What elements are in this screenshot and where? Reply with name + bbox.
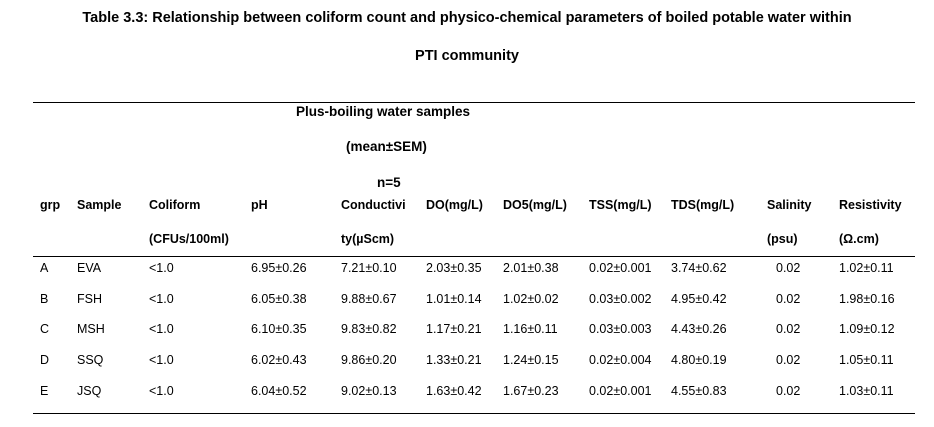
table-cell: 1.17±0.21 (426, 322, 482, 336)
subheader-mean-sem: (mean±SEM) (346, 139, 427, 154)
table-cell: 6.04±0.52 (251, 384, 307, 398)
column-header: Resistivity (839, 198, 902, 212)
column-header: Conductivi (341, 198, 406, 212)
table-cell: 1.09±0.12 (839, 322, 895, 336)
table-cell: 1.33±0.21 (426, 353, 482, 367)
table-cell: <1.0 (149, 292, 174, 306)
table-cell: 6.02±0.43 (251, 353, 307, 367)
table-cell: E (40, 384, 49, 398)
table-cell: A (40, 261, 49, 275)
table-cell: MSH (77, 322, 105, 336)
table-cell: 0.02±0.001 (589, 261, 652, 275)
table-cell: 1.05±0.11 (839, 353, 894, 367)
table-cell: 6.05±0.38 (251, 292, 307, 306)
column-header: DO5(mg/L) (503, 198, 567, 212)
table-cell: <1.0 (149, 261, 174, 275)
table-cell: 0.02 (776, 353, 801, 367)
table-cell: 0.03±0.003 (589, 322, 652, 336)
column-header: pH (251, 198, 268, 212)
subheader-samples: Plus-boiling water samples (296, 104, 471, 119)
table-cell: 9.02±0.13 (341, 384, 397, 398)
column-header-unit: (psu) (767, 232, 798, 246)
table-cell: 9.83±0.82 (341, 322, 397, 336)
column-header: grp (40, 198, 61, 212)
table-cell: 9.88±0.67 (341, 292, 397, 306)
table-cell: <1.0 (149, 322, 174, 336)
column-header-unit: ty(µScm) (341, 232, 395, 246)
table-cell: 6.10±0.35 (251, 322, 307, 336)
bottom-rule (33, 413, 915, 414)
table-cell: 1.01±0.14 (426, 292, 482, 306)
table-cell: <1.0 (149, 384, 174, 398)
table-cell: 4.43±0.26 (671, 322, 727, 336)
table-cell: 0.02 (776, 384, 801, 398)
table-cell: B (40, 292, 49, 306)
header-rule (33, 256, 915, 257)
table-cell: 3.74±0.62 (671, 261, 727, 275)
column-header: DO(mg/L) (426, 198, 483, 212)
table-cell: 6.95±0.26 (251, 261, 307, 275)
table-cell: 0.02 (776, 322, 801, 336)
table-cell: 2.03±0.35 (426, 261, 482, 275)
table-cell: 0.03±0.002 (589, 292, 652, 306)
table-cell: <1.0 (149, 353, 174, 367)
table-cell: SSQ (77, 353, 104, 367)
table-cell: JSQ (77, 384, 102, 398)
column-header-unit: (CFUs/100ml) (149, 232, 229, 246)
table-cell: 1.02±0.11 (839, 261, 894, 275)
table-cell: C (40, 322, 50, 336)
column-header: Coliform (149, 198, 201, 212)
column-header: Salinity (767, 198, 812, 212)
table-cell: 0.02±0.004 (589, 353, 652, 367)
column-header-unit: (Ω.cm) (839, 232, 879, 246)
table-cell: FSH (77, 292, 102, 306)
table-cell: 4.95±0.42 (671, 292, 727, 306)
subheader-n: n=5 (377, 175, 401, 190)
table-cell: 4.55±0.83 (671, 384, 727, 398)
column-header: Sample (77, 198, 122, 212)
table-cell: 1.63±0.42 (426, 384, 482, 398)
table-cell: 1.02±0.02 (503, 292, 559, 306)
table-cell: 1.98±0.16 (839, 292, 895, 306)
table-cell: 0.02 (776, 292, 801, 306)
column-header: TSS(mg/L) (589, 198, 652, 212)
top-rule (33, 102, 915, 103)
table-cell: 1.03±0.11 (839, 384, 894, 398)
table-cell: 1.16±0.11 (503, 322, 558, 336)
table-title-line-2: PTI community (415, 48, 519, 64)
table-cell: 0.02 (776, 261, 801, 275)
table-cell: EVA (77, 261, 102, 275)
table-cell: 7.21±0.10 (341, 261, 397, 275)
column-header: TDS(mg/L) (671, 198, 735, 212)
table-cell: 9.86±0.20 (341, 353, 397, 367)
table-cell: 1.67±0.23 (503, 384, 559, 398)
table-cell: D (40, 353, 50, 367)
table-cell: 0.02±0.001 (589, 384, 652, 398)
table-cell: 4.80±0.19 (671, 353, 727, 367)
table-title-line-1: Table 3.3: Relationship between coliform… (82, 10, 852, 26)
table-cell: 2.01±0.38 (503, 261, 559, 275)
table-cell: 1.24±0.15 (503, 353, 559, 367)
